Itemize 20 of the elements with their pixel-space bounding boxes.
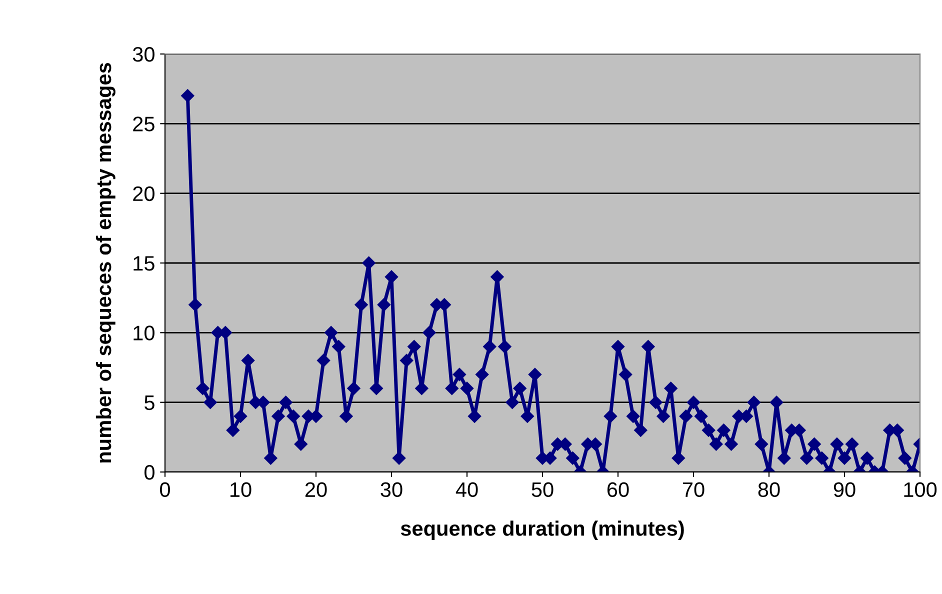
x-tick-label: 0 xyxy=(160,482,170,498)
x-tick-label: 90 xyxy=(834,482,856,498)
x-tick-label: 60 xyxy=(607,482,629,498)
y-tick-label: 10 xyxy=(134,326,154,340)
y-tick-label: 15 xyxy=(134,256,154,271)
x-tick-label: 80 xyxy=(758,482,780,498)
x-tick-label: 10 xyxy=(230,482,252,498)
x-tick-label: 100 xyxy=(904,482,937,498)
y-tick-label: 30 xyxy=(132,47,154,62)
y-tick-label: 5 xyxy=(144,396,154,410)
x-tick-label: 20 xyxy=(305,482,327,498)
y-tick-label: 0 xyxy=(144,465,154,480)
x-tick-label: 70 xyxy=(682,482,704,498)
x-axis-title: sequence duration (minutes) xyxy=(400,520,684,540)
y-axis-title: number of sequeces of empty messages xyxy=(96,62,116,462)
y-tick-label: 25 xyxy=(133,116,154,132)
x-tick-label: 50 xyxy=(532,482,554,498)
x-tick-label: 40 xyxy=(456,482,478,498)
x-tick-label: 30 xyxy=(380,482,402,498)
y-tick-label: 20 xyxy=(133,186,154,202)
